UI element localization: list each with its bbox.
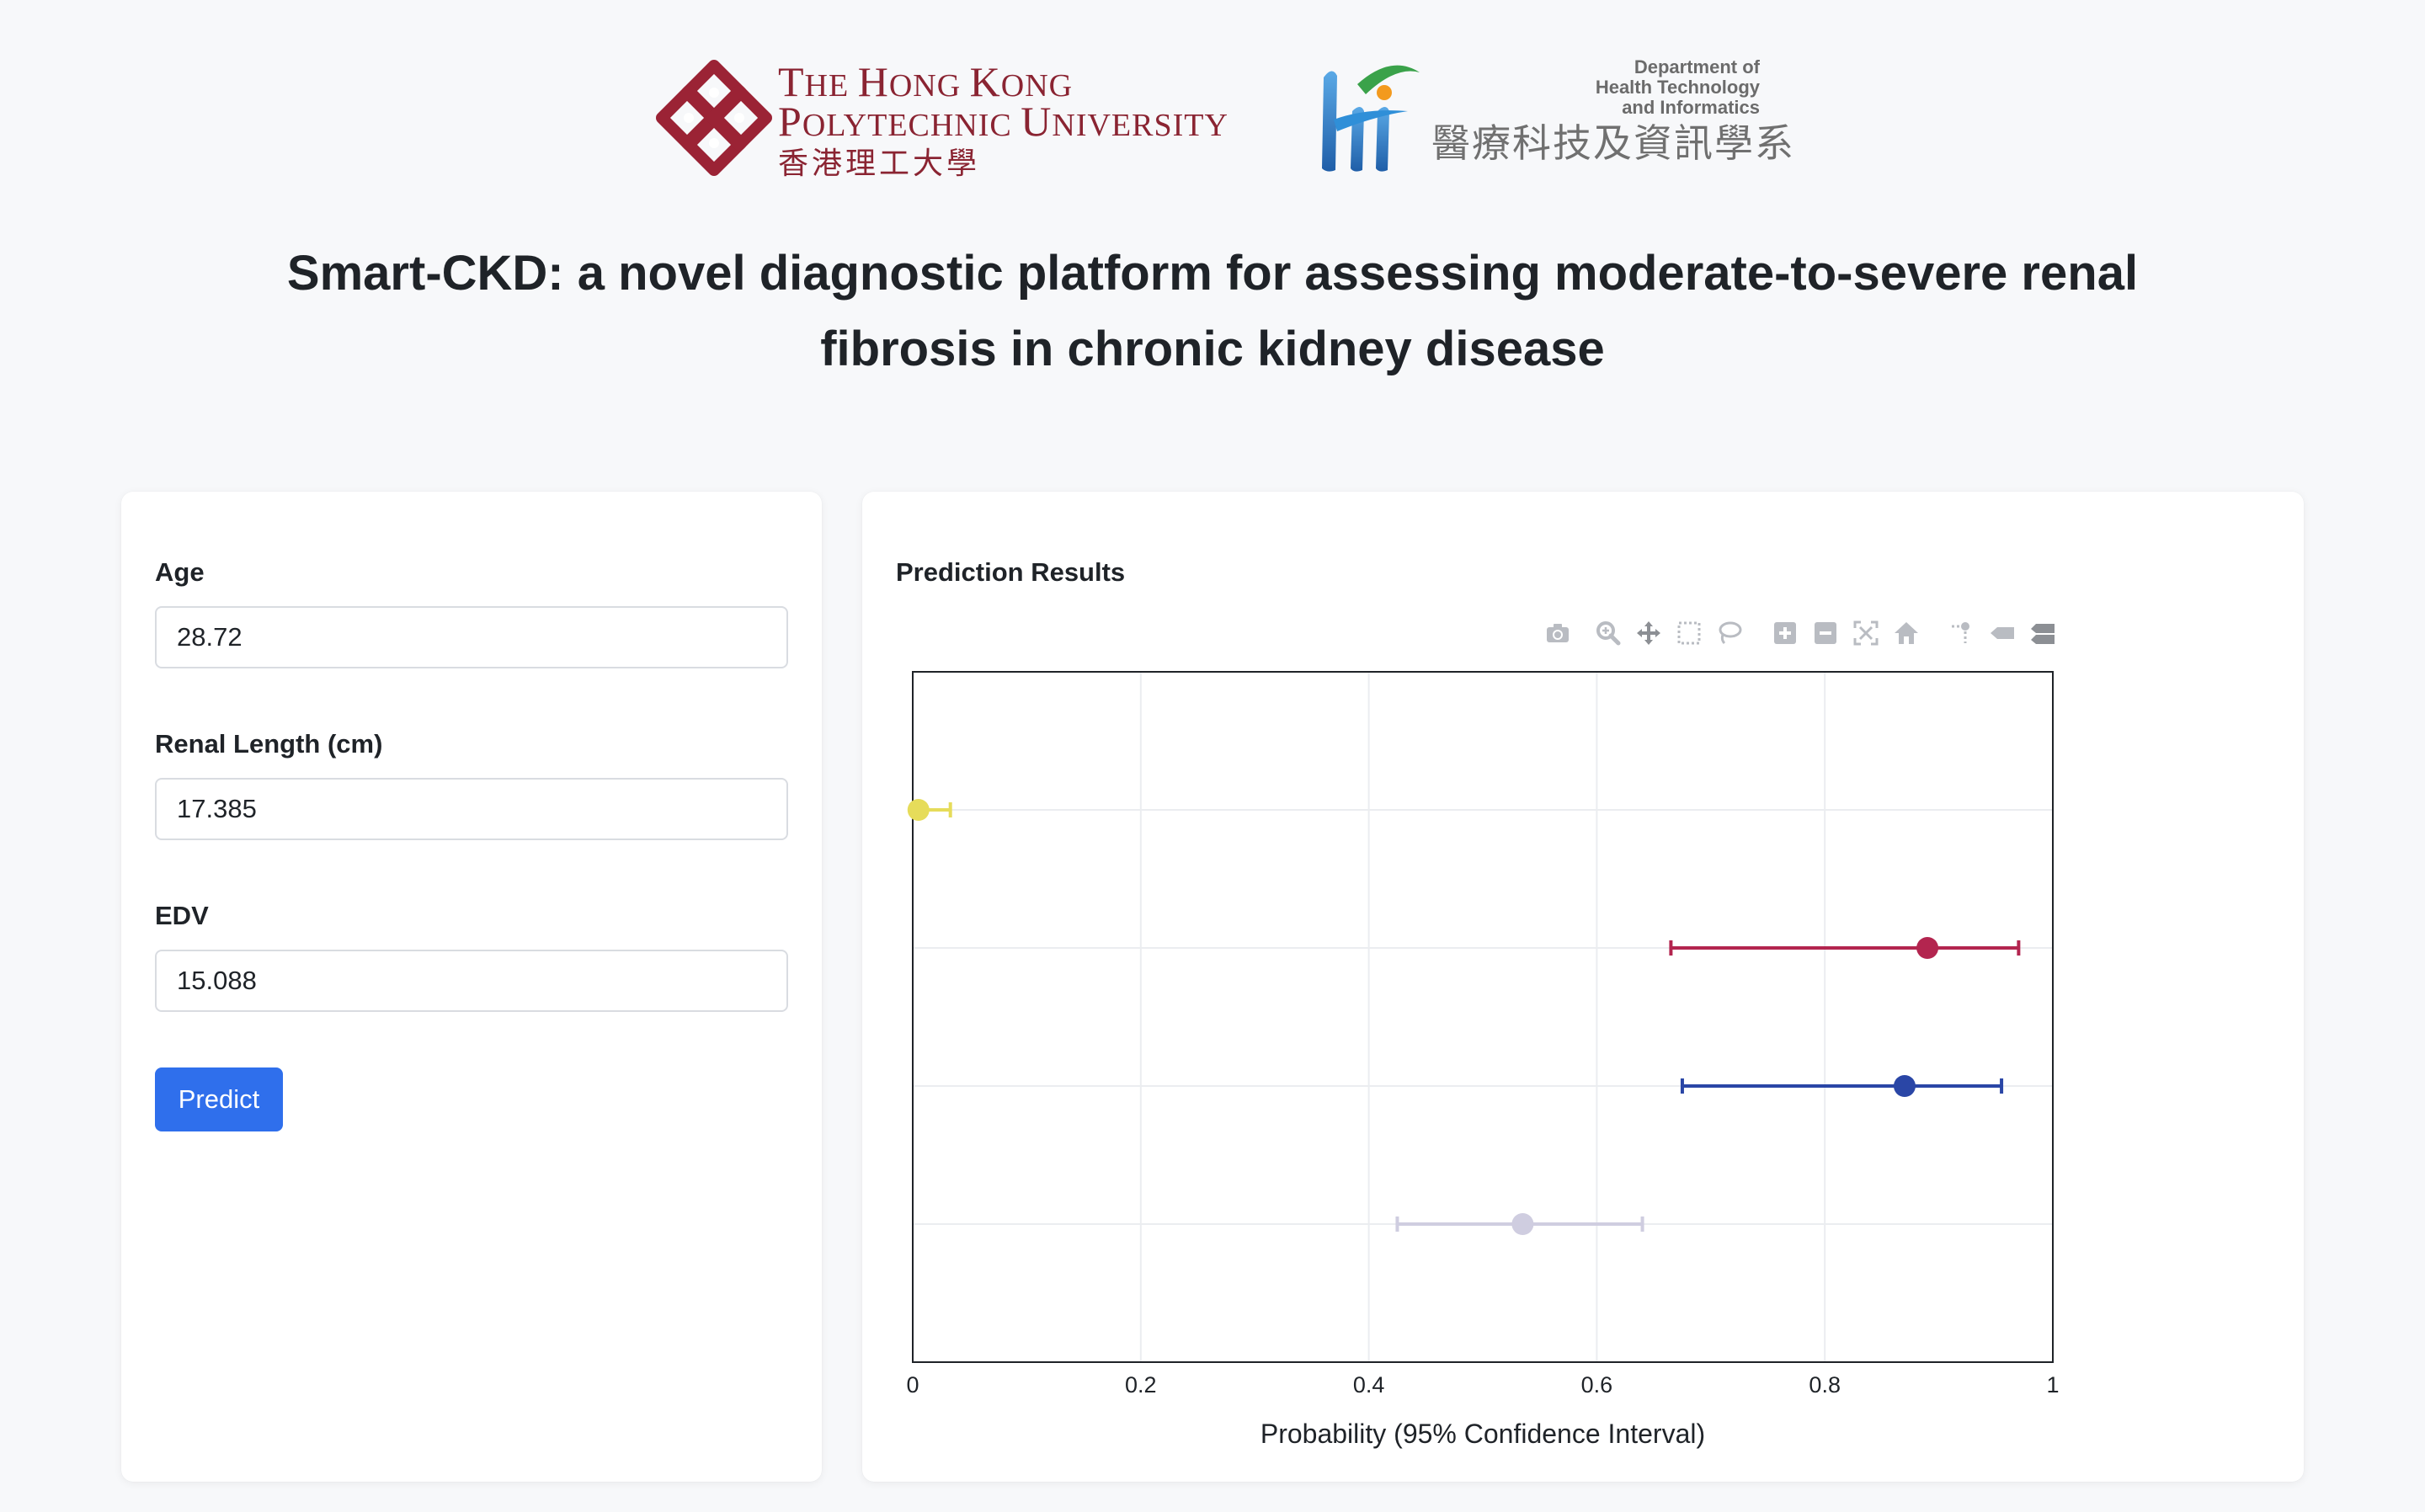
data-point-1[interactable] bbox=[907, 799, 952, 821]
polyu-name-line1: THE HONG KONG bbox=[778, 58, 1074, 105]
age-input[interactable] bbox=[155, 606, 788, 668]
data-point-4[interactable] bbox=[1395, 1213, 1644, 1235]
plot-area-frame bbox=[912, 671, 2054, 1363]
polyu-chinese-name: 香港理工大學 bbox=[778, 146, 981, 180]
page-title: Smart-CKD: a novel diagnostic platform f… bbox=[286, 246, 2139, 376]
spike-lines-icon[interactable] bbox=[1945, 616, 1979, 650]
results-panel: Prediction Results bbox=[862, 492, 2304, 1482]
x-tick-label: 0.6 bbox=[1581, 1372, 1613, 1398]
zoom-in-icon[interactable] bbox=[1768, 616, 1802, 650]
x-tick-label: 1 bbox=[2046, 1372, 2059, 1398]
logo-bar: THE HONG KONG POLYTECHNIC UNIVERSITY 香港理… bbox=[0, 51, 2425, 185]
point-marker[interactable] bbox=[1916, 937, 1939, 959]
dept-logo-icon bbox=[1322, 65, 1420, 172]
input-panel: Age Renal Length (cm) EDV Predict bbox=[121, 492, 822, 1482]
x-axis-label: Probability (95% Confidence Interval) bbox=[1260, 1419, 1705, 1449]
polyu-name-line2: POLYTECHNIC UNIVERSITY bbox=[778, 98, 1228, 145]
hover-compare-icon[interactable] bbox=[2026, 616, 2060, 650]
data-point-3[interactable] bbox=[1680, 1075, 2004, 1097]
renal-length-input[interactable] bbox=[155, 778, 788, 840]
polyu-wordmark: THE HONG KONG POLYTECHNIC UNIVERSITY 香港理… bbox=[778, 58, 1228, 182]
dept-name-line3: and Informatics bbox=[1622, 97, 1760, 118]
predict-button[interactable]: Predict bbox=[155, 1067, 283, 1131]
renal-length-label: Renal Length (cm) bbox=[155, 729, 383, 759]
pan-icon[interactable] bbox=[1632, 616, 1666, 650]
results-title: Prediction Results bbox=[896, 557, 1126, 587]
chart-gridlines bbox=[912, 672, 2054, 1362]
dept-name-line2: Health Technology bbox=[1595, 77, 1760, 98]
data-point-2[interactable] bbox=[1669, 937, 2021, 959]
hover-closest-icon[interactable] bbox=[1985, 616, 2019, 650]
dept-name-line1: Department of bbox=[1634, 56, 1760, 77]
x-tick-label: 0 bbox=[906, 1372, 919, 1398]
probability-chart: 0 0.2 0.4 0.6 0.8 1 Probability (95% Confiden… bbox=[906, 671, 2060, 1449]
edv-label: EDV bbox=[155, 901, 209, 930]
polyu-logo-icon bbox=[656, 60, 772, 176]
zoom-icon[interactable] bbox=[1591, 616, 1625, 650]
x-tick-labels: 0 0.2 0.4 0.6 0.8 1 bbox=[906, 1372, 2059, 1398]
dept-chinese-name: 醫療科技及資訊學系 bbox=[1431, 120, 1795, 166]
age-label: Age bbox=[155, 557, 205, 587]
x-tick-label: 0.4 bbox=[1353, 1372, 1385, 1398]
point-marker[interactable] bbox=[1893, 1075, 1916, 1097]
autoscale-icon[interactable] bbox=[1849, 616, 1883, 650]
lasso-select-icon[interactable] bbox=[1713, 616, 1746, 650]
x-tick-label: 0.2 bbox=[1125, 1372, 1157, 1398]
point-marker[interactable] bbox=[1511, 1213, 1534, 1235]
zoom-out-icon[interactable] bbox=[1809, 616, 1842, 650]
reset-axes-icon[interactable] bbox=[1889, 616, 1923, 650]
camera-icon[interactable] bbox=[1541, 616, 1575, 650]
x-tick-label: 0.8 bbox=[1809, 1372, 1841, 1398]
box-select-icon[interactable] bbox=[1672, 616, 1706, 650]
edv-input[interactable] bbox=[155, 950, 788, 1012]
chart-marks bbox=[907, 799, 2021, 1235]
dept-wordmark: Department of Health Technology and Info… bbox=[1431, 56, 1795, 167]
point-marker[interactable] bbox=[907, 799, 930, 821]
